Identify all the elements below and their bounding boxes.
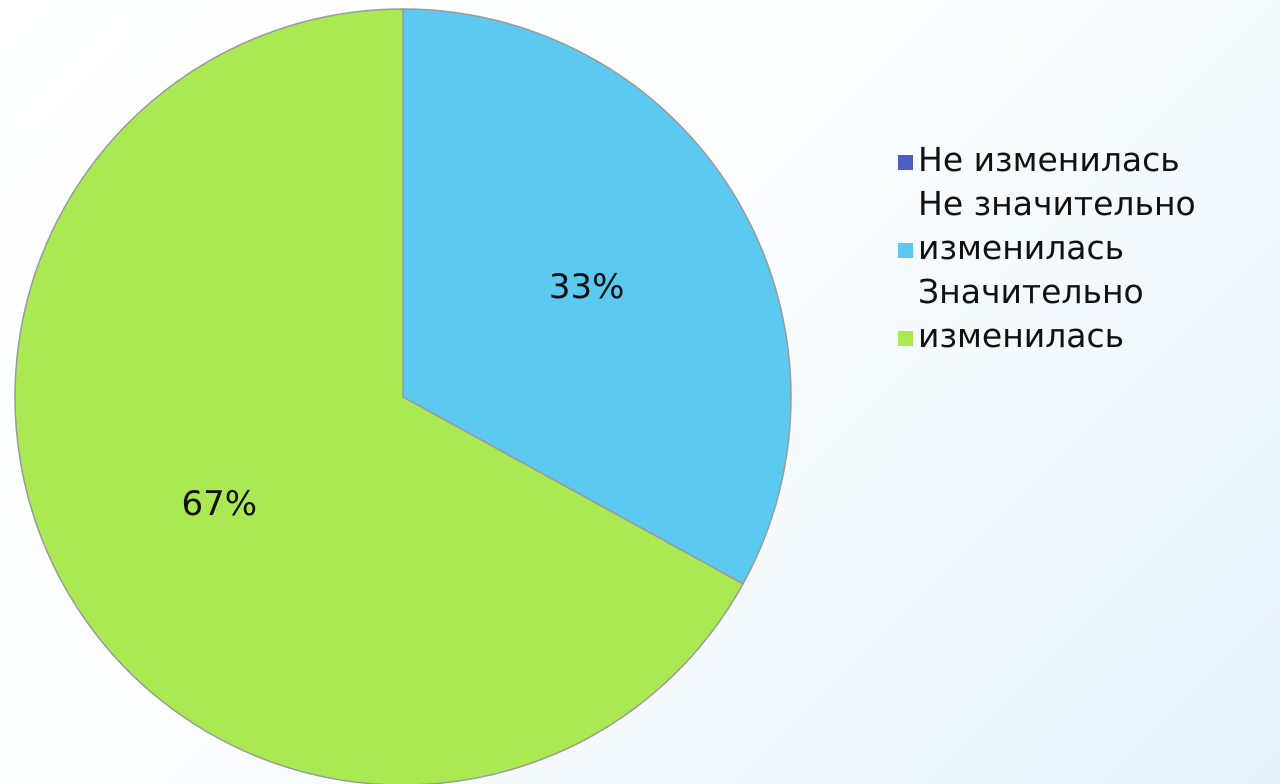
legend-item-slightly-changed: Не значительно изменилась (898, 182, 1278, 270)
legend-label-slightly-changed: Не значительно изменилась (918, 182, 1196, 270)
legend-label-significantly-changed: Значительно изменилась (918, 270, 1144, 358)
legend-item-significantly-changed: Значительно изменилась (898, 270, 1278, 358)
legend-label-not-changed: Не изменилась (918, 138, 1180, 182)
legend-swatch-slightly-changed (898, 243, 913, 258)
slice-label-significantly-changed: 67% (182, 484, 258, 524)
legend-swatch-significantly-changed (898, 331, 913, 346)
slice-label-slightly-changed: 33% (549, 267, 625, 307)
legend-item-not-changed: Не изменилась (898, 138, 1278, 182)
legend-swatch-not-changed (898, 155, 913, 170)
chart-legend: Не изменилась Не значительно изменилась … (898, 138, 1278, 358)
